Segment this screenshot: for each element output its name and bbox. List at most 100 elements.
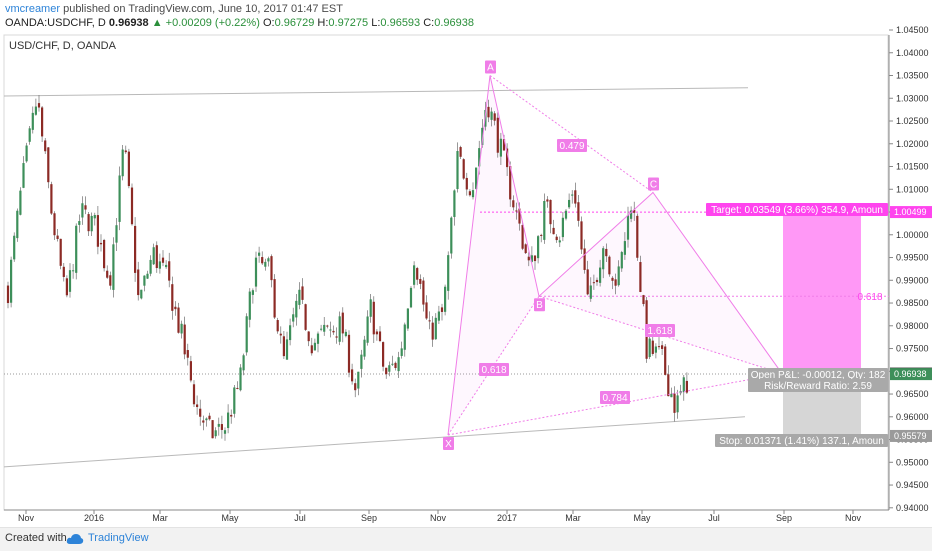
candle-body bbox=[391, 363, 394, 365]
candle-body bbox=[471, 190, 475, 198]
candle-body bbox=[623, 241, 626, 255]
candle-body bbox=[16, 210, 19, 239]
candle-body bbox=[245, 316, 248, 353]
candle-body bbox=[301, 286, 304, 300]
candle-body bbox=[475, 167, 478, 189]
candle-body bbox=[419, 278, 422, 284]
symbol-label: OANDA:USDCHF, D bbox=[5, 17, 106, 29]
candle-body bbox=[580, 221, 583, 250]
stop-label-text: Stop: 0.01371 (1.41%) 137.1, Amoun bbox=[719, 436, 884, 447]
candle-body bbox=[115, 225, 118, 243]
candle-body bbox=[552, 227, 555, 235]
candle-body bbox=[217, 423, 220, 427]
candle-body bbox=[366, 316, 369, 343]
price-change: ▲ +0.00209 (+0.22%) bbox=[151, 17, 260, 29]
candle-body bbox=[273, 279, 276, 318]
low-label: L: bbox=[371, 17, 381, 29]
candle-body bbox=[493, 113, 496, 121]
price-badge-text: 1.00499 bbox=[894, 207, 927, 217]
price-badge: 1.00499 bbox=[890, 206, 932, 219]
candle-body bbox=[667, 374, 670, 397]
time-tick-label: Sep bbox=[361, 513, 377, 523]
fib-ratio-label-bg bbox=[645, 324, 675, 337]
candle-body bbox=[394, 362, 397, 369]
time-axis[interactable]: Nov 2016 Mar May Jul Sep Nov 2017 Mar May Jul Sep No… bbox=[18, 510, 862, 523]
candle-body bbox=[6, 285, 10, 304]
candle-body bbox=[155, 245, 158, 269]
candle-body bbox=[549, 199, 552, 225]
candle-body bbox=[161, 257, 165, 263]
price-tick-label: 1.02000 bbox=[896, 139, 929, 149]
price-axis[interactable]: 1.04500 1.04000 1.03500 1.03000 1.02500 1.020… bbox=[889, 25, 932, 513]
candle-body bbox=[199, 408, 202, 417]
candle-body bbox=[168, 261, 171, 281]
candle-body bbox=[437, 311, 440, 321]
tradingview-brand-link[interactable]: TradingView bbox=[88, 532, 149, 544]
candle-body bbox=[261, 257, 264, 264]
candle-body bbox=[657, 346, 661, 348]
candle-body bbox=[499, 138, 502, 157]
candle-body bbox=[96, 215, 99, 247]
price-tick-label: 1.04000 bbox=[896, 48, 929, 58]
pattern-xab-fill bbox=[448, 75, 539, 435]
drawings-front: X A B C 0.479 0.618 1.618 0.784 0.618 Target: 0.0… bbox=[443, 60, 888, 450]
chart-header: vmcreamer published on TradingView.com, … bbox=[0, 0, 932, 34]
fib-ratio-label-text: 1.618 bbox=[647, 326, 672, 337]
candle-body bbox=[360, 354, 363, 369]
pattern-point-c-text: C bbox=[650, 179, 657, 190]
open-value: 0.96729 bbox=[274, 17, 315, 29]
candle-body bbox=[152, 247, 155, 265]
fib-ratio-label: 0.618 bbox=[857, 292, 882, 303]
target-label-bg bbox=[706, 203, 888, 216]
fib-ratio-label: 0.479 bbox=[557, 139, 587, 152]
candle-body bbox=[236, 387, 239, 389]
candle-body bbox=[341, 312, 344, 334]
candle-body bbox=[130, 187, 134, 225]
candle-body bbox=[537, 236, 540, 259]
price-tick-label: 0.94500 bbox=[896, 480, 929, 490]
pattern-point-b-bg bbox=[534, 298, 545, 312]
price-chart[interactable]: X A B C 0.479 0.618 1.618 0.784 0.618 Target: 0.0… bbox=[0, 0, 932, 527]
candle-body bbox=[332, 330, 335, 333]
price-badge-bg bbox=[890, 368, 932, 381]
pnl-label-text: Open P&L: -0.00012, Qty: 182 bbox=[751, 370, 886, 381]
pattern-point-x-text: X bbox=[445, 439, 452, 450]
candle-body bbox=[103, 240, 106, 269]
candle-body bbox=[118, 175, 121, 222]
candle-body bbox=[434, 317, 437, 340]
candle-body bbox=[338, 316, 341, 342]
candle-body bbox=[351, 369, 354, 382]
price-tick-label: 0.97500 bbox=[896, 344, 929, 354]
candle-body bbox=[335, 336, 338, 338]
candle-body bbox=[406, 308, 409, 329]
price-tick-label: 1.01000 bbox=[896, 184, 929, 194]
candle-body bbox=[372, 301, 375, 335]
price-badge-text: 0.95579 bbox=[894, 431, 927, 441]
fib-ratio-label: 1.618 bbox=[645, 324, 675, 337]
candle-body bbox=[450, 217, 453, 254]
candle-body bbox=[558, 240, 561, 243]
candle-body bbox=[422, 280, 425, 305]
candle-body bbox=[654, 346, 657, 353]
fib-ratio-label-text: 0.479 bbox=[559, 141, 584, 152]
candle-body bbox=[409, 287, 413, 308]
author-link[interactable]: vmcreamer bbox=[5, 3, 61, 15]
candle-body bbox=[19, 190, 22, 215]
pnl-label-bg bbox=[748, 368, 888, 381]
candle-body bbox=[62, 266, 65, 277]
candle-body bbox=[50, 184, 53, 214]
candle-body bbox=[530, 255, 533, 262]
candle-body bbox=[307, 331, 310, 342]
candle-body bbox=[214, 430, 217, 437]
candle-body bbox=[304, 304, 307, 330]
candle-body bbox=[636, 215, 639, 258]
candle-body bbox=[177, 307, 180, 333]
price-tick-label: 0.95000 bbox=[896, 457, 929, 467]
target-label: Target: 0.03549 (3.66%) 354.9, Amoun bbox=[706, 203, 888, 216]
fib-ratio-label: 0.618 bbox=[479, 363, 509, 376]
candle-body bbox=[512, 200, 515, 208]
candle-body bbox=[310, 345, 313, 354]
candle-body bbox=[354, 383, 357, 391]
candle-body bbox=[630, 210, 633, 219]
time-tick-label: Sep bbox=[776, 513, 792, 523]
